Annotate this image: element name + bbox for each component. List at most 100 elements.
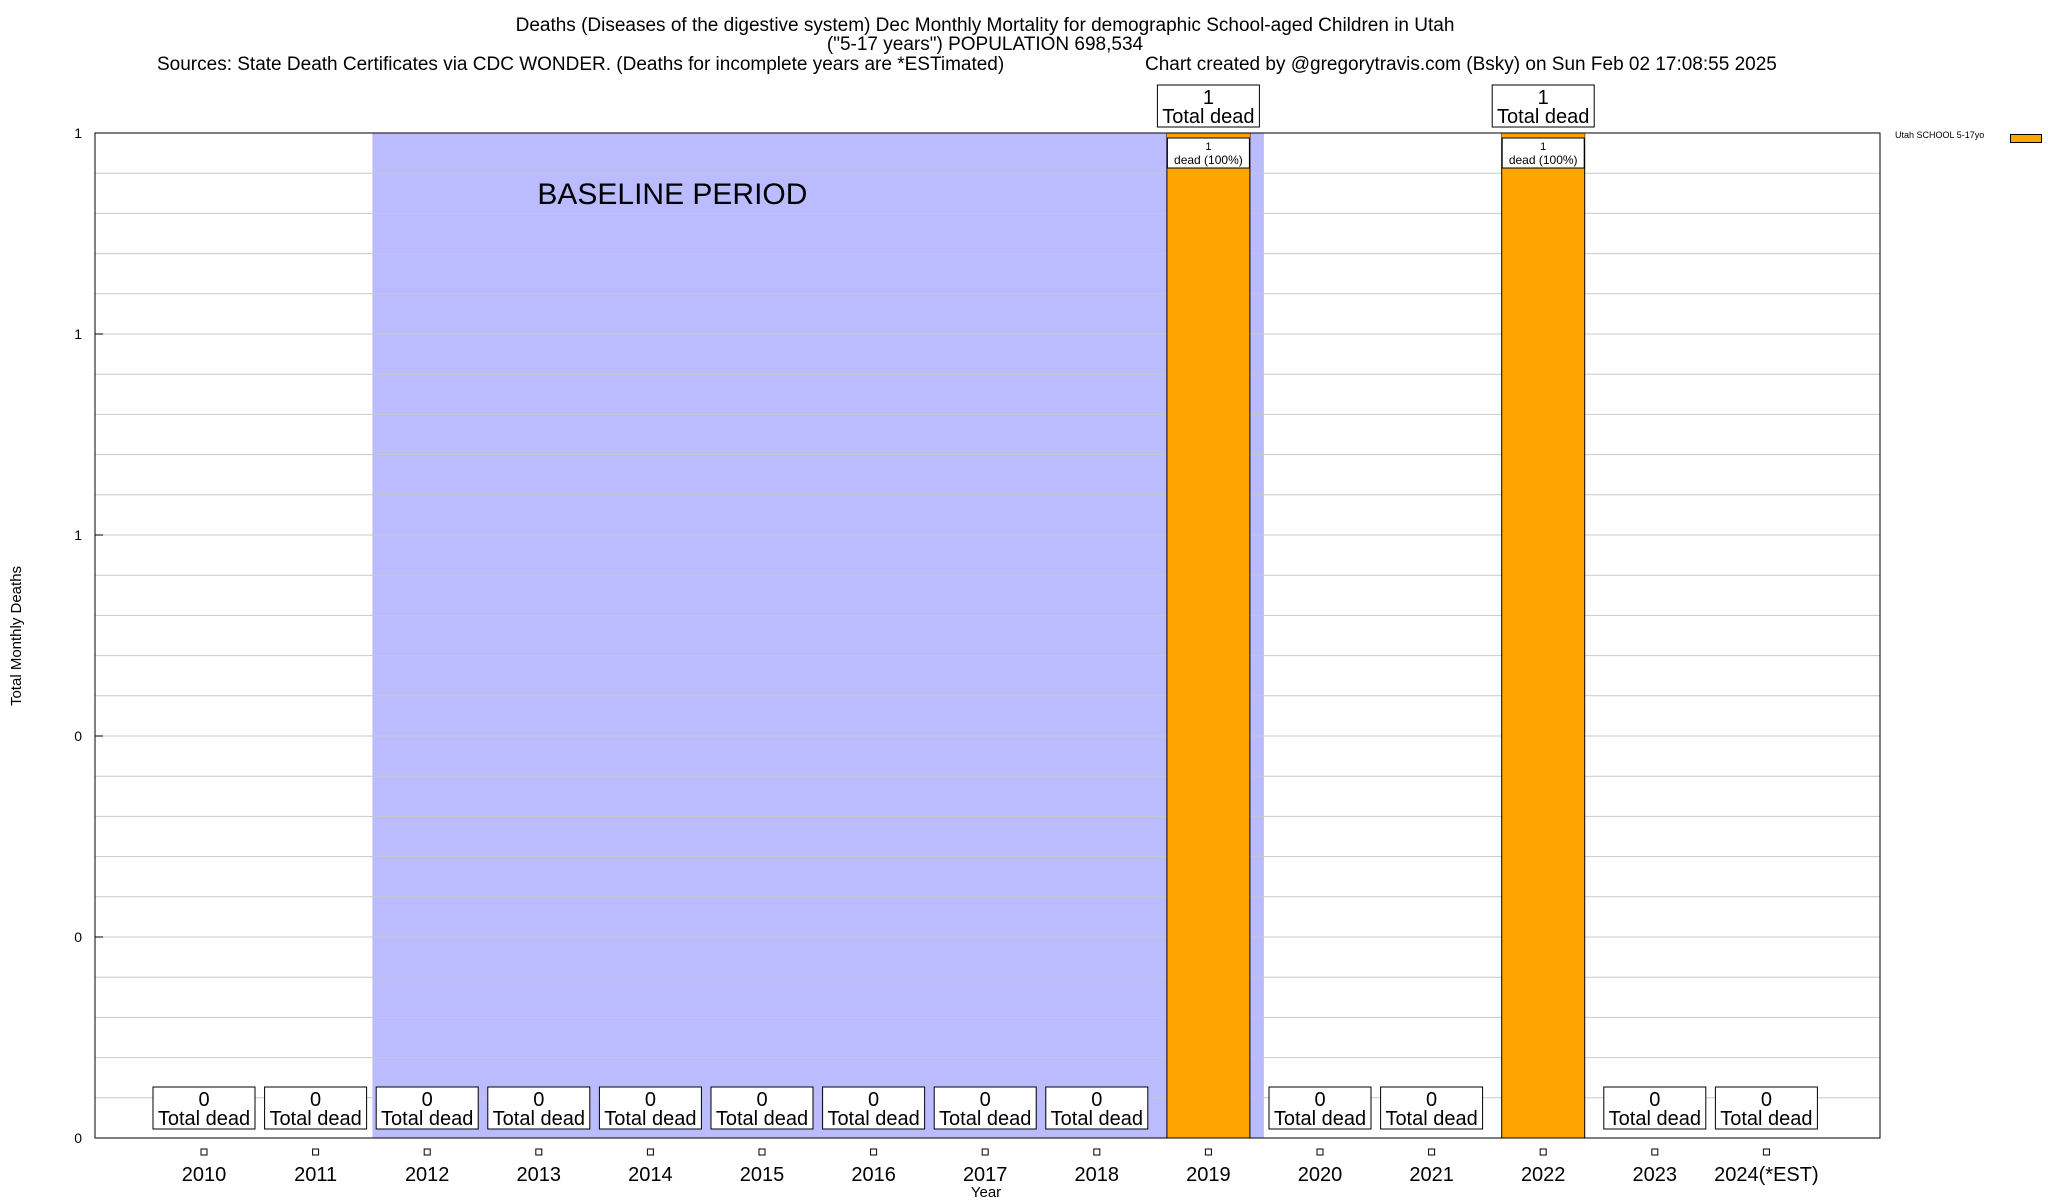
total-dead-caption: Total dead (939, 1108, 1031, 1130)
x-axis-label: Year (971, 1184, 1001, 1200)
legend-swatch (2010, 134, 2042, 143)
total-dead-count: 0 (1761, 1089, 1772, 1111)
total-dead-caption: Total dead (493, 1108, 585, 1130)
total-dead-box (1380, 1086, 1484, 1130)
total-dead-count: 0 (310, 1089, 321, 1111)
x-tick-marker (1204, 1148, 1212, 1156)
chart-credit: Chart created by @gregorytravis.com (Bsk… (1145, 54, 1777, 75)
x-tick-marker (1539, 1148, 1547, 1156)
bar-top-band (1501, 133, 1585, 139)
total-dead-caption: Total dead (1274, 1108, 1366, 1130)
total-dead-box (264, 1086, 368, 1130)
x-tick-label: 2018 (1075, 1164, 1120, 1186)
x-tick-marker (1651, 1148, 1659, 1156)
total-dead-box (822, 1086, 926, 1130)
total-dead-box (1491, 84, 1595, 128)
bar-inner-label-box (1501, 137, 1585, 169)
total-dead-box (598, 1086, 702, 1130)
y-tick-label: 0 (74, 929, 82, 945)
total-dead-count: 0 (1091, 1089, 1102, 1111)
x-tick-label: 2010 (182, 1164, 227, 1186)
total-dead-count: 0 (1426, 1089, 1437, 1111)
total-dead-count: 0 (422, 1089, 433, 1111)
total-dead-count: 1 (1538, 87, 1549, 109)
x-tick-label: 2012 (405, 1164, 450, 1186)
total-dead-count: 0 (533, 1089, 544, 1111)
legend-label: Utah SCHOOL 5-17yo (1895, 130, 1985, 140)
total-dead-box (487, 1086, 591, 1130)
total-dead-caption: Total dead (158, 1108, 250, 1130)
total-dead-count: 0 (645, 1089, 656, 1111)
bar-inner-label-pct: dead (100%) (1174, 153, 1243, 167)
x-tick-label: 2020 (1298, 1164, 1343, 1186)
y-tick-label: 0 (74, 1130, 82, 1146)
total-dead-box (375, 1086, 479, 1130)
x-tick-label: 2023 (1633, 1164, 1678, 1186)
total-dead-caption: Total dead (1609, 1108, 1701, 1130)
x-tick-marker (1762, 1148, 1770, 1156)
total-dead-count: 1 (1203, 87, 1214, 109)
x-tick-marker (870, 1148, 878, 1156)
baseline-label: BASELINE PERIOD (537, 178, 807, 211)
y-tick-label: 0 (74, 728, 82, 744)
total-dead-box (1268, 1086, 1372, 1130)
x-tick-label: 2021 (1409, 1164, 1454, 1186)
bar-top-band (1166, 133, 1250, 139)
x-tick-marker (1428, 1148, 1436, 1156)
total-dead-box (1603, 1086, 1707, 1130)
total-dead-count: 0 (1314, 1089, 1325, 1111)
total-dead-caption: Total dead (604, 1108, 696, 1130)
total-dead-caption: Total dead (1051, 1108, 1143, 1130)
total-dead-box (1714, 1086, 1818, 1130)
total-dead-box (933, 1086, 1037, 1130)
x-tick-marker (1093, 1148, 1101, 1156)
bar-inner-label-box (1166, 137, 1250, 169)
total-dead-caption: Total dead (1385, 1108, 1477, 1130)
total-dead-box (1156, 84, 1260, 128)
x-tick-label: 2016 (851, 1164, 896, 1186)
bar-inner-label-pct: dead (100%) (1509, 153, 1578, 167)
y-tick-label: 1 (74, 326, 82, 342)
x-tick-label: 2024(*EST) (1714, 1164, 1819, 1186)
x-tick-marker (1316, 1148, 1324, 1156)
total-dead-caption: Total dead (269, 1108, 361, 1130)
x-tick-label: 2022 (1521, 1164, 1566, 1186)
y-tick-label: 1 (74, 527, 82, 543)
chart-subtitle: ("5-17 years") POPULATION 698,534 (826, 34, 1144, 55)
x-tick-marker (312, 1148, 320, 1156)
x-tick-label: 2011 (294, 1164, 337, 1186)
x-tick-marker (535, 1148, 543, 1156)
total-dead-caption: Total dead (716, 1108, 808, 1130)
total-dead-caption: Total dead (1497, 106, 1589, 128)
total-dead-count: 0 (868, 1089, 879, 1111)
x-tick-label: 2017 (963, 1164, 1008, 1186)
x-tick-marker (981, 1148, 989, 1156)
chart-sources: Sources: State Death Certificates via CD… (157, 54, 1005, 75)
x-tick-label: 2019 (1186, 1164, 1231, 1186)
x-tick-label: 2015 (740, 1164, 785, 1186)
y-axis-label: Total Monthly Deaths (8, 566, 25, 706)
x-tick-marker (758, 1148, 766, 1156)
plot-border (94, 132, 1881, 1139)
total-dead-caption: Total dead (1162, 106, 1254, 128)
x-tick-label: 2013 (517, 1164, 562, 1186)
total-dead-count: 0 (198, 1089, 209, 1111)
chart-title: Deaths (Diseases of the digestive system… (515, 15, 1455, 36)
total-dead-box (710, 1086, 814, 1130)
bar-inner-label-count: 1 (1540, 141, 1546, 153)
total-dead-box (152, 1086, 256, 1130)
total-dead-count: 0 (756, 1089, 767, 1111)
total-dead-caption: Total dead (827, 1108, 919, 1130)
bar (1166, 132, 1251, 1139)
x-tick-marker (200, 1148, 208, 1156)
total-dead-caption: Total dead (381, 1108, 473, 1130)
total-dead-count: 0 (1649, 1089, 1660, 1111)
x-tick-marker (646, 1148, 654, 1156)
x-tick-label: 2014 (628, 1164, 673, 1186)
bar (1501, 132, 1586, 1139)
total-dead-caption: Total dead (1720, 1108, 1812, 1130)
x-tick-marker (423, 1148, 431, 1156)
total-dead-count: 0 (980, 1089, 991, 1111)
baseline-band (372, 133, 1264, 1138)
